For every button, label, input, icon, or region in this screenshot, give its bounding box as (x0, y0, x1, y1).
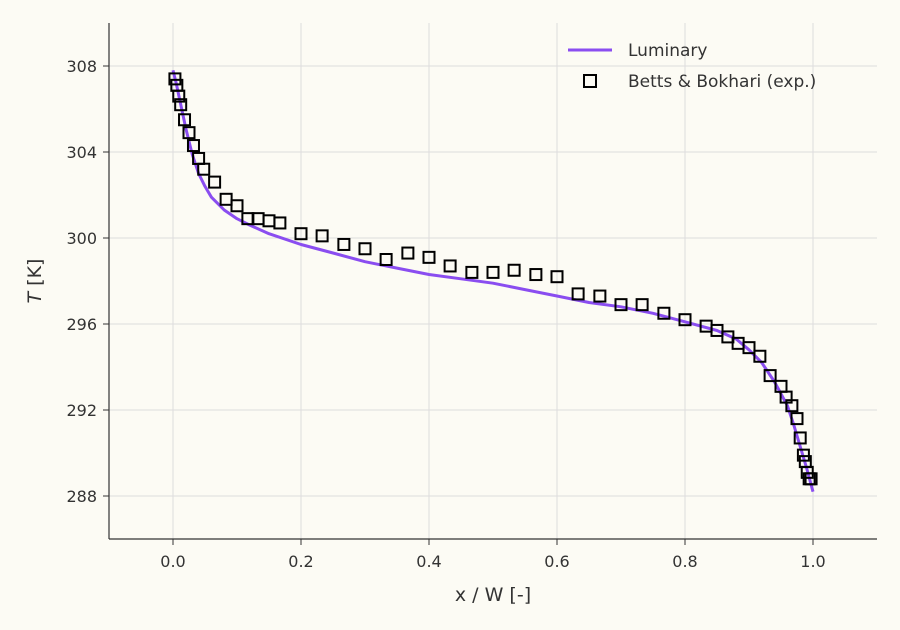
data-point-betts-bokhari (174, 98, 188, 112)
data-point-betts-bokhari (785, 399, 799, 413)
data-point-betts-bokhari (182, 126, 196, 140)
y-tick-label: 308 (66, 57, 97, 76)
data-point-betts-bokhari (790, 412, 804, 426)
data-point-betts-bokhari (550, 270, 564, 284)
data-point-betts-bokhari (753, 349, 767, 363)
y-tick-label: 288 (66, 487, 97, 506)
data-point-betts-bokhari (742, 341, 756, 355)
data-point-betts-bokhari (443, 259, 457, 273)
data-point-betts-bokhari (571, 287, 585, 301)
y-tick-label: 296 (66, 315, 97, 334)
x-tick-label: 0.8 (672, 552, 697, 571)
y-tick-label: 292 (66, 401, 97, 420)
y-ticks: 288 292 296 300 304 308 (66, 57, 109, 506)
series-line-luminary (171, 69, 815, 493)
x-ticks: 0.0 0.2 0.4 0.6 0.8 1.0 (160, 539, 826, 571)
x-axis-title: x / W [-] (455, 584, 531, 606)
axes (108, 23, 877, 540)
x-tick-label: 1.0 (800, 552, 825, 571)
x-tick-label: 0.2 (288, 552, 313, 571)
legend-label-betts-bokhari: Betts & Bokhari (exp.) (628, 72, 816, 92)
data-point-betts-bokhari (593, 289, 607, 303)
data-point-betts-bokhari (219, 192, 233, 206)
data-point-betts-bokhari (465, 265, 479, 279)
data-point-betts-bokhari (507, 263, 521, 277)
data-point-betts-bokhari (178, 113, 192, 127)
data-point-betts-bokhari (678, 313, 692, 327)
legend-label-luminary: Luminary (628, 41, 707, 61)
data-point-betts-bokhari (208, 175, 222, 189)
y-axis-title-symbol: T (24, 290, 46, 303)
legend-marker-swatch (583, 74, 597, 88)
data-point-betts-bokhari (186, 139, 200, 153)
x-tick-label: 0.4 (416, 552, 441, 571)
x-tick-label: 0.6 (544, 552, 569, 571)
grid (109, 23, 877, 539)
data-point-betts-bokhari (294, 227, 308, 241)
data-point-betts-bokhari (197, 162, 211, 176)
x-tick-label: 0.0 (160, 552, 185, 571)
data-point-betts-bokhari (529, 268, 543, 282)
data-point-betts-bokhari (230, 199, 244, 213)
data-point-betts-bokhari (379, 253, 393, 266)
data-point-betts-bokhari (804, 472, 818, 486)
y-tick-label: 304 (66, 143, 97, 162)
legend: Luminary Betts & Bokhari (exp.) (568, 41, 816, 92)
data-point-betts-bokhari (763, 369, 777, 383)
y-axis-title-unit: [K] (24, 259, 46, 292)
data-point-betts-bokhari (614, 298, 628, 312)
data-point-betts-bokhari (262, 214, 276, 228)
data-point-betts-bokhari (635, 298, 649, 312)
data-point-betts-bokhari (315, 229, 329, 243)
data-point-betts-bokhari (486, 265, 500, 279)
data-point-betts-bokhari (172, 89, 186, 103)
y-axis-title: T [K] (24, 259, 46, 304)
data-point-betts-bokhari (358, 242, 372, 256)
data-point-betts-bokhari (337, 237, 351, 251)
plot-area (168, 69, 818, 493)
data-point-betts-bokhari (793, 431, 807, 445)
y-tick-label: 300 (66, 229, 97, 248)
data-point-betts-bokhari (273, 216, 287, 230)
data-point-betts-bokhari (657, 306, 671, 320)
data-point-betts-bokhari (422, 250, 436, 264)
data-point-betts-bokhari (401, 246, 415, 260)
